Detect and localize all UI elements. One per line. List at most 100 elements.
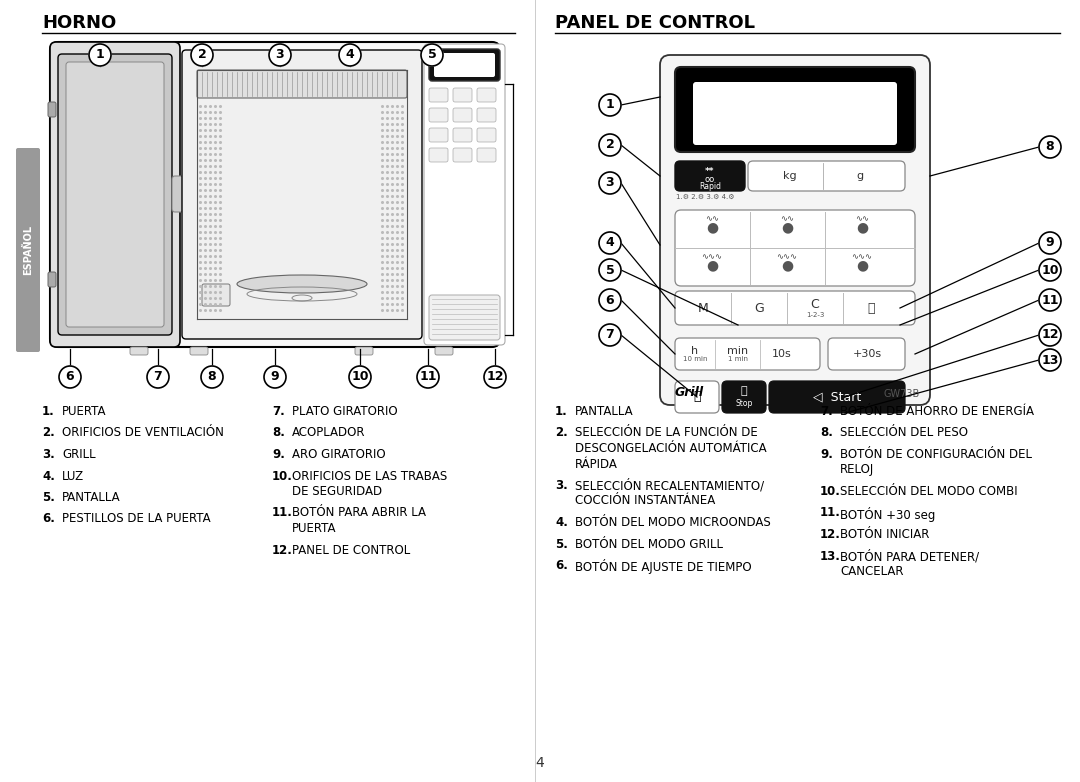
FancyBboxPatch shape	[769, 381, 905, 413]
Circle shape	[599, 324, 621, 346]
Text: h: h	[691, 346, 699, 356]
Circle shape	[59, 366, 81, 388]
Text: PUERTA: PUERTA	[62, 405, 107, 418]
Text: kg: kg	[783, 171, 797, 181]
Text: 2: 2	[606, 138, 615, 152]
Text: Grill: Grill	[675, 386, 704, 399]
Circle shape	[484, 366, 507, 388]
Text: 6.: 6.	[555, 559, 568, 572]
Text: 8.: 8.	[272, 426, 285, 439]
Circle shape	[339, 44, 361, 66]
Text: 10: 10	[351, 371, 368, 383]
Text: COCCIÓN INSTANTÁNEA: COCCIÓN INSTANTÁNEA	[575, 494, 715, 508]
Text: 11.: 11.	[820, 507, 841, 519]
Text: PANTALLA: PANTALLA	[575, 405, 634, 418]
Text: ⏱: ⏱	[867, 302, 875, 314]
Circle shape	[269, 44, 291, 66]
Circle shape	[201, 366, 222, 388]
FancyBboxPatch shape	[453, 128, 472, 142]
Text: CANCELAR: CANCELAR	[840, 565, 904, 578]
FancyBboxPatch shape	[675, 381, 719, 413]
Circle shape	[147, 366, 168, 388]
FancyBboxPatch shape	[183, 50, 422, 339]
Text: ●: ●	[856, 258, 868, 272]
FancyBboxPatch shape	[58, 54, 172, 335]
Text: ∿∿∿: ∿∿∿	[777, 253, 797, 261]
Text: BOTÓN DEL MODO MICROONDAS: BOTÓN DEL MODO MICROONDAS	[575, 516, 771, 529]
Text: min: min	[728, 346, 748, 356]
FancyBboxPatch shape	[675, 210, 915, 286]
Text: 5.: 5.	[555, 537, 568, 551]
Text: 6: 6	[66, 371, 75, 383]
Text: 11: 11	[419, 371, 436, 383]
FancyBboxPatch shape	[424, 44, 505, 345]
Text: ORIFICIOS DE VENTILACIÓN: ORIFICIOS DE VENTILACIÓN	[62, 426, 224, 439]
FancyBboxPatch shape	[453, 88, 472, 102]
Text: 1.: 1.	[555, 405, 568, 418]
FancyBboxPatch shape	[434, 53, 495, 77]
Text: 6: 6	[606, 293, 615, 307]
Text: PESTILLOS DE LA PUERTA: PESTILLOS DE LA PUERTA	[62, 512, 211, 526]
FancyBboxPatch shape	[429, 295, 500, 340]
FancyBboxPatch shape	[429, 128, 448, 142]
FancyBboxPatch shape	[723, 381, 766, 413]
Text: 3: 3	[275, 48, 284, 62]
Text: 11: 11	[1041, 293, 1058, 307]
Text: G: G	[754, 302, 764, 314]
Text: PLATO GIRATORIO: PLATO GIRATORIO	[292, 405, 397, 418]
Text: ●: ●	[856, 220, 868, 234]
Text: BOTÓN +30 seg: BOTÓN +30 seg	[840, 507, 935, 522]
Circle shape	[89, 44, 111, 66]
Text: +30s: +30s	[852, 349, 881, 359]
Ellipse shape	[237, 275, 367, 293]
Text: C: C	[811, 299, 820, 311]
Text: 5: 5	[428, 48, 436, 62]
Text: ARO GIRATORIO: ARO GIRATORIO	[292, 448, 386, 461]
Text: PANTALLA: PANTALLA	[62, 491, 121, 504]
Text: BOTÓN PARA ABRIR LA: BOTÓN PARA ABRIR LA	[292, 507, 426, 519]
Circle shape	[599, 259, 621, 281]
Text: 13: 13	[1041, 353, 1058, 367]
FancyBboxPatch shape	[477, 128, 496, 142]
FancyBboxPatch shape	[477, 108, 496, 122]
Text: 9.: 9.	[820, 448, 833, 461]
Text: 7: 7	[153, 371, 162, 383]
Text: ∿∿: ∿∿	[855, 214, 869, 224]
FancyBboxPatch shape	[172, 176, 184, 212]
FancyBboxPatch shape	[202, 284, 230, 306]
Text: Stop: Stop	[735, 399, 753, 407]
Text: BOTÓN DE AHORRO DE ENERGÍA: BOTÓN DE AHORRO DE ENERGÍA	[840, 405, 1034, 418]
Text: SELECCIÓN DEL PESO: SELECCIÓN DEL PESO	[840, 426, 968, 439]
FancyBboxPatch shape	[453, 148, 472, 162]
Circle shape	[421, 44, 443, 66]
Text: PANEL DE CONTROL: PANEL DE CONTROL	[555, 14, 755, 32]
FancyBboxPatch shape	[429, 49, 500, 81]
FancyBboxPatch shape	[693, 82, 897, 145]
Text: 8: 8	[207, 371, 216, 383]
Text: ◁  Start: ◁ Start	[813, 390, 861, 404]
Text: M: M	[698, 302, 708, 314]
FancyBboxPatch shape	[477, 88, 496, 102]
Text: 12: 12	[1041, 328, 1058, 342]
Text: 1 min: 1 min	[728, 356, 748, 362]
FancyBboxPatch shape	[748, 161, 905, 191]
Text: SELECCIÓN DEL MODO COMBI: SELECCIÓN DEL MODO COMBI	[840, 485, 1017, 498]
Text: 5: 5	[606, 264, 615, 277]
FancyBboxPatch shape	[355, 347, 373, 355]
Text: 12.: 12.	[820, 528, 841, 541]
Circle shape	[1039, 349, 1061, 371]
Text: 1: 1	[606, 99, 615, 112]
FancyBboxPatch shape	[453, 108, 472, 122]
Text: BOTÓN PARA DETENER/: BOTÓN PARA DETENER/	[840, 550, 980, 563]
Text: GRILL: GRILL	[62, 448, 96, 461]
FancyBboxPatch shape	[190, 347, 208, 355]
Circle shape	[599, 232, 621, 254]
Text: GW73B: GW73B	[883, 389, 920, 399]
Text: BOTÓN DE CONFIGURACIÓN DEL: BOTÓN DE CONFIGURACIÓN DEL	[840, 448, 1032, 461]
Text: LUZ: LUZ	[62, 469, 84, 482]
Text: 1-2-3: 1-2-3	[806, 312, 824, 318]
Text: 4: 4	[536, 756, 544, 770]
Text: BOTÓN DEL MODO GRILL: BOTÓN DEL MODO GRILL	[575, 537, 723, 551]
Text: 1.: 1.	[42, 405, 55, 418]
FancyBboxPatch shape	[197, 70, 407, 98]
